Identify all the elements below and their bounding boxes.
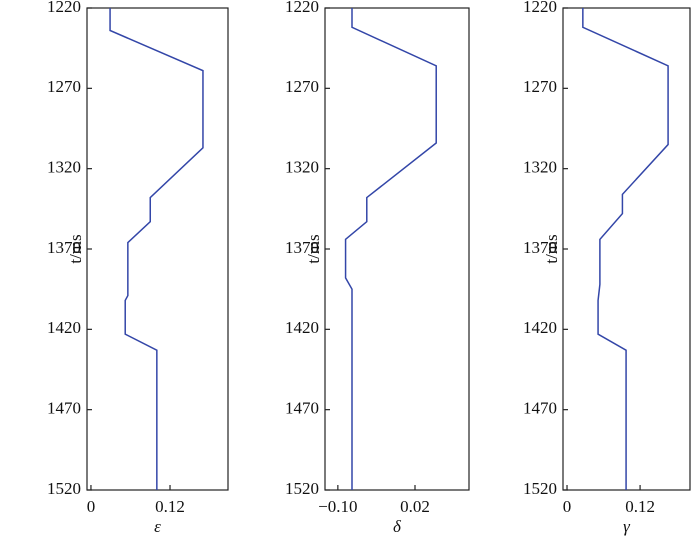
- y-tick-label: 1470: [285, 399, 319, 418]
- x-tick-label: 0.12: [625, 497, 655, 516]
- y-tick-label: 1320: [523, 158, 557, 177]
- x-tick-label: 0: [563, 497, 572, 516]
- profile-line: [344, 8, 437, 490]
- x-tick-label: 0.02: [400, 497, 430, 516]
- x-axis-label: ε: [154, 517, 161, 536]
- x-tick-label: 0: [87, 497, 96, 516]
- y-axis-label: t/ms: [66, 234, 85, 263]
- y-tick-label: 1270: [285, 77, 319, 96]
- y-tick-label: 1320: [47, 158, 81, 177]
- y-tick-label: 1420: [47, 318, 81, 337]
- y-tick-label: 1520: [523, 479, 557, 498]
- x-tick-label: −0.10: [318, 497, 357, 516]
- y-tick-label: 1520: [285, 479, 319, 498]
- y-tick-label: 1220: [523, 0, 557, 16]
- x-tick-label: 0.12: [155, 497, 185, 516]
- y-tick-label: 1470: [523, 399, 557, 418]
- y-axis-label: t/ms: [304, 234, 323, 263]
- y-tick-label: 1470: [47, 399, 81, 418]
- y-tick-label: 1420: [285, 318, 319, 337]
- y-tick-label: 1370: [523, 238, 557, 257]
- y-axis-label: t/ms: [542, 234, 561, 263]
- x-axis-label: γ: [623, 517, 631, 536]
- x-axis-label: δ: [393, 517, 402, 536]
- axes-frame: [324, 7, 470, 491]
- profile-line: [582, 8, 669, 490]
- y-tick-label: 1520: [47, 479, 81, 498]
- y-tick-label: 1420: [523, 318, 557, 337]
- y-tick-label: 1370: [47, 238, 81, 257]
- y-tick-label: 1220: [285, 0, 319, 16]
- profile-line: [109, 8, 204, 490]
- y-tick-label: 1270: [47, 77, 81, 96]
- y-tick-label: 1220: [47, 0, 81, 16]
- y-tick-label: 1320: [285, 158, 319, 177]
- y-tick-label: 1270: [523, 77, 557, 96]
- y-tick-label: 1370: [285, 238, 319, 257]
